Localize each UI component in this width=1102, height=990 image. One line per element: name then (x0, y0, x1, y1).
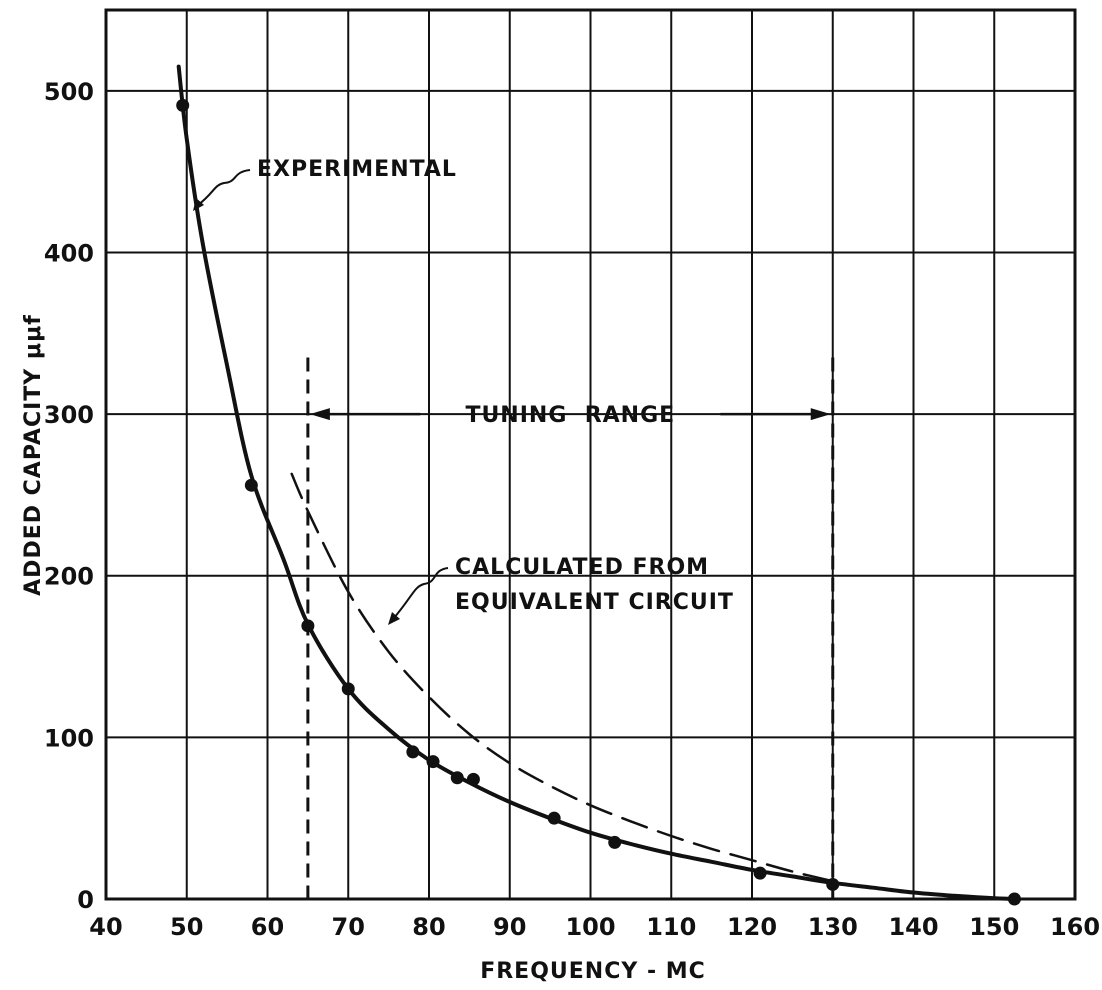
x-tick-label: 140 (888, 913, 938, 941)
data-point (547, 811, 561, 825)
data-point (608, 835, 622, 849)
y-tick-label: 0 (77, 886, 94, 914)
y-tick-label: 300 (44, 401, 94, 429)
x-tick-label: 110 (646, 913, 696, 941)
experimental-label: EXPERIMENTAL (257, 157, 457, 182)
calculated-label-line1: CALCULATED FROM (455, 555, 709, 580)
x-tick-label: 80 (412, 913, 445, 941)
y-tick-label: 200 (44, 563, 94, 591)
x-tick-label: 70 (332, 913, 365, 941)
calculated-leader (393, 567, 449, 619)
y-tick-label: 500 (44, 78, 94, 106)
x-tick-label: 50 (170, 913, 203, 941)
x-tick-label: 60 (251, 913, 284, 941)
experimental-curve (176, 64, 1021, 901)
x-tick-label: 120 (727, 913, 777, 941)
data-point (450, 771, 464, 785)
x-axis-title: FREQUENCY - MC (480, 959, 706, 984)
calculated-arrowhead (388, 612, 400, 625)
data-point (826, 877, 840, 891)
y-tick-label: 400 (44, 239, 94, 267)
experimental-leader (197, 169, 251, 206)
series-layer (176, 64, 1021, 901)
tuning-range-left-arrowhead (309, 408, 330, 421)
x-tick-label: 100 (565, 913, 615, 941)
data-point (466, 772, 480, 786)
data-point (753, 866, 767, 880)
grid (106, 10, 1075, 899)
plot-frame (104, 8, 1077, 901)
data-point (244, 478, 258, 492)
x-tick-label: 160 (1050, 913, 1100, 941)
annotations: EXPERIMENTAL CALCULATED FROM EQUIVALENT … (193, 157, 835, 899)
tuning-range-label: TUNING RANGE (465, 403, 675, 428)
data-point (341, 682, 355, 696)
experimental-arrowhead (193, 198, 204, 211)
x-tick-label: 130 (808, 913, 858, 941)
y-tick-label: 100 (44, 724, 94, 752)
tuning-range-right-arrowhead (810, 408, 831, 421)
data-point (406, 745, 420, 759)
calculated-curve (290, 472, 835, 883)
data-point (176, 98, 190, 112)
tick-labels: 40 50 60 70 80 90 100 110 120 130 140 150 160 0 100 200… (44, 78, 1100, 941)
data-point (426, 755, 440, 769)
x-tick-label: 40 (89, 913, 122, 941)
y-axis-title: ADDED CAPACITY μμf (21, 314, 46, 596)
markers (176, 98, 1021, 906)
calculated-label-line2: EQUIVALENT CIRCUIT (455, 590, 734, 615)
x-tick-label: 90 (493, 913, 526, 941)
x-tick-label: 150 (969, 913, 1019, 941)
